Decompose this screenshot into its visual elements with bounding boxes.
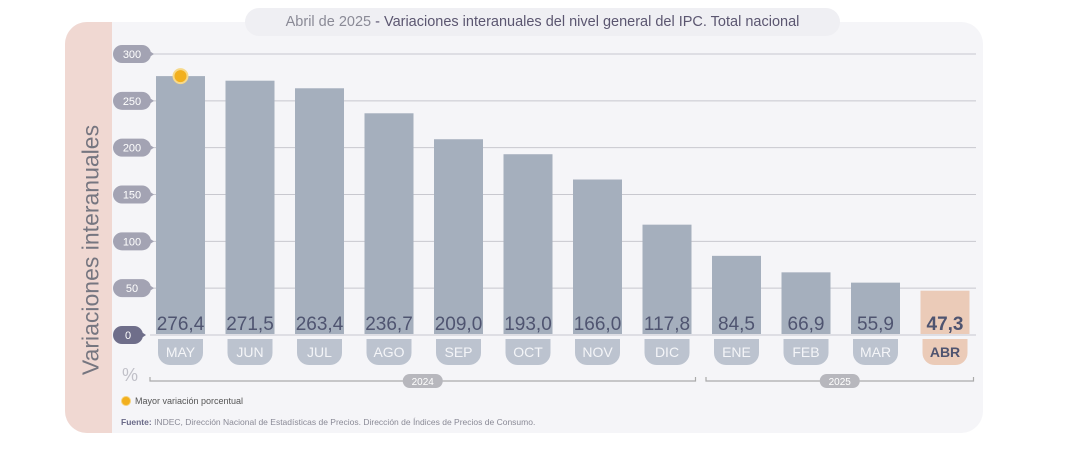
y-tick-label: 250 (123, 96, 141, 108)
y-tick-badge (113, 138, 154, 157)
unit-label: % (122, 365, 139, 385)
chart-title: Abril de 2025 - Variaciones interanuales… (245, 8, 840, 36)
bar (503, 154, 553, 334)
y-tick-label: 150 (123, 190, 141, 202)
bar-value-label: 276,4 (157, 314, 205, 335)
x-tick-badge (158, 339, 203, 365)
bar (434, 139, 483, 334)
y-tick-label: 0 (125, 330, 131, 342)
source-label: Fuente: (121, 417, 152, 427)
bar (295, 88, 344, 334)
x-tick-label: OCT (513, 344, 543, 360)
x-tick-badge (714, 339, 759, 365)
y-tick-badge (113, 185, 154, 204)
bar (920, 290, 970, 334)
title-sep: - (371, 14, 384, 30)
x-tick-label: JUL (307, 344, 332, 360)
source-text: INDEC, Dirección Nacional de Estadística… (151, 417, 536, 427)
x-tick-label: JUN (236, 344, 263, 360)
x-tick-label: MAR (860, 344, 891, 360)
x-tick-badge (366, 339, 412, 365)
x-tick-label: DIC (655, 344, 679, 360)
year-label: 2025 (829, 377, 852, 388)
bar-value-label: 166,0 (574, 314, 622, 335)
y-tick-label: 100 (123, 236, 141, 248)
x-tick-badge (783, 339, 829, 365)
ylabel-band (65, 22, 112, 433)
year-label: 2024 (412, 377, 435, 388)
title-date: Abril de 2025 (285, 14, 372, 30)
bar-value-label: 263,4 (296, 314, 344, 335)
x-tick-badge (644, 339, 690, 365)
title-main: Variaciones interanuales del nivel gener… (383, 14, 800, 30)
bar-value-label: 55,9 (857, 314, 894, 335)
x-tick-label: ABR (930, 344, 960, 360)
bar-value-label: 193,0 (504, 314, 552, 335)
y-tick-badge (113, 232, 154, 251)
bar (781, 272, 831, 334)
bar (573, 179, 622, 334)
bar (156, 76, 205, 334)
x-tick-label: MAY (166, 344, 196, 360)
y-tick-label: 50 (126, 283, 138, 295)
bar (851, 282, 900, 334)
x-tick-badge (922, 339, 968, 365)
x-tick-label: ENE (722, 344, 751, 360)
y-tick-badge (113, 326, 146, 344)
year-badge (819, 374, 860, 388)
bar-value-label: 117,8 (644, 314, 690, 335)
marker-icon (121, 396, 131, 406)
y-tick-badge (113, 45, 154, 63)
bar (225, 80, 275, 334)
x-tick-label: SEP (444, 344, 472, 360)
year-badge (402, 374, 443, 388)
y-tick-badge (113, 279, 154, 298)
bar-value-label: 209,0 (435, 314, 483, 335)
x-tick-badge (436, 339, 481, 365)
x-tick-label: NOV (582, 344, 613, 360)
x-tick-badge (297, 339, 342, 365)
x-tick-badge (227, 339, 273, 365)
bar-value-label: 66,9 (788, 314, 825, 335)
x-tick-label: AGO (373, 344, 404, 360)
source-note: Fuente: INDEC, Dirección Nacional de Est… (121, 417, 535, 427)
x-tick-badge (575, 339, 620, 365)
bar (642, 224, 692, 334)
x-tick-badge (853, 339, 898, 365)
y-tick-label: 300 (123, 49, 141, 61)
bar-value-label: 47,3 (927, 314, 964, 335)
bar (712, 255, 761, 334)
x-tick-badge (505, 339, 551, 365)
bar-value-label: 236,7 (365, 314, 413, 335)
bar (364, 113, 414, 334)
y-tick-badge (113, 91, 154, 110)
bar-value-label: 271,5 (226, 314, 274, 335)
bar-value-label: 84,5 (718, 314, 755, 335)
max-marker (172, 68, 189, 85)
legend: Mayor variación porcentual (121, 396, 243, 406)
y-tick-label: 200 (123, 143, 141, 155)
x-tick-label: FEB (792, 344, 819, 360)
legend-label: Mayor variación porcentual (135, 396, 244, 406)
